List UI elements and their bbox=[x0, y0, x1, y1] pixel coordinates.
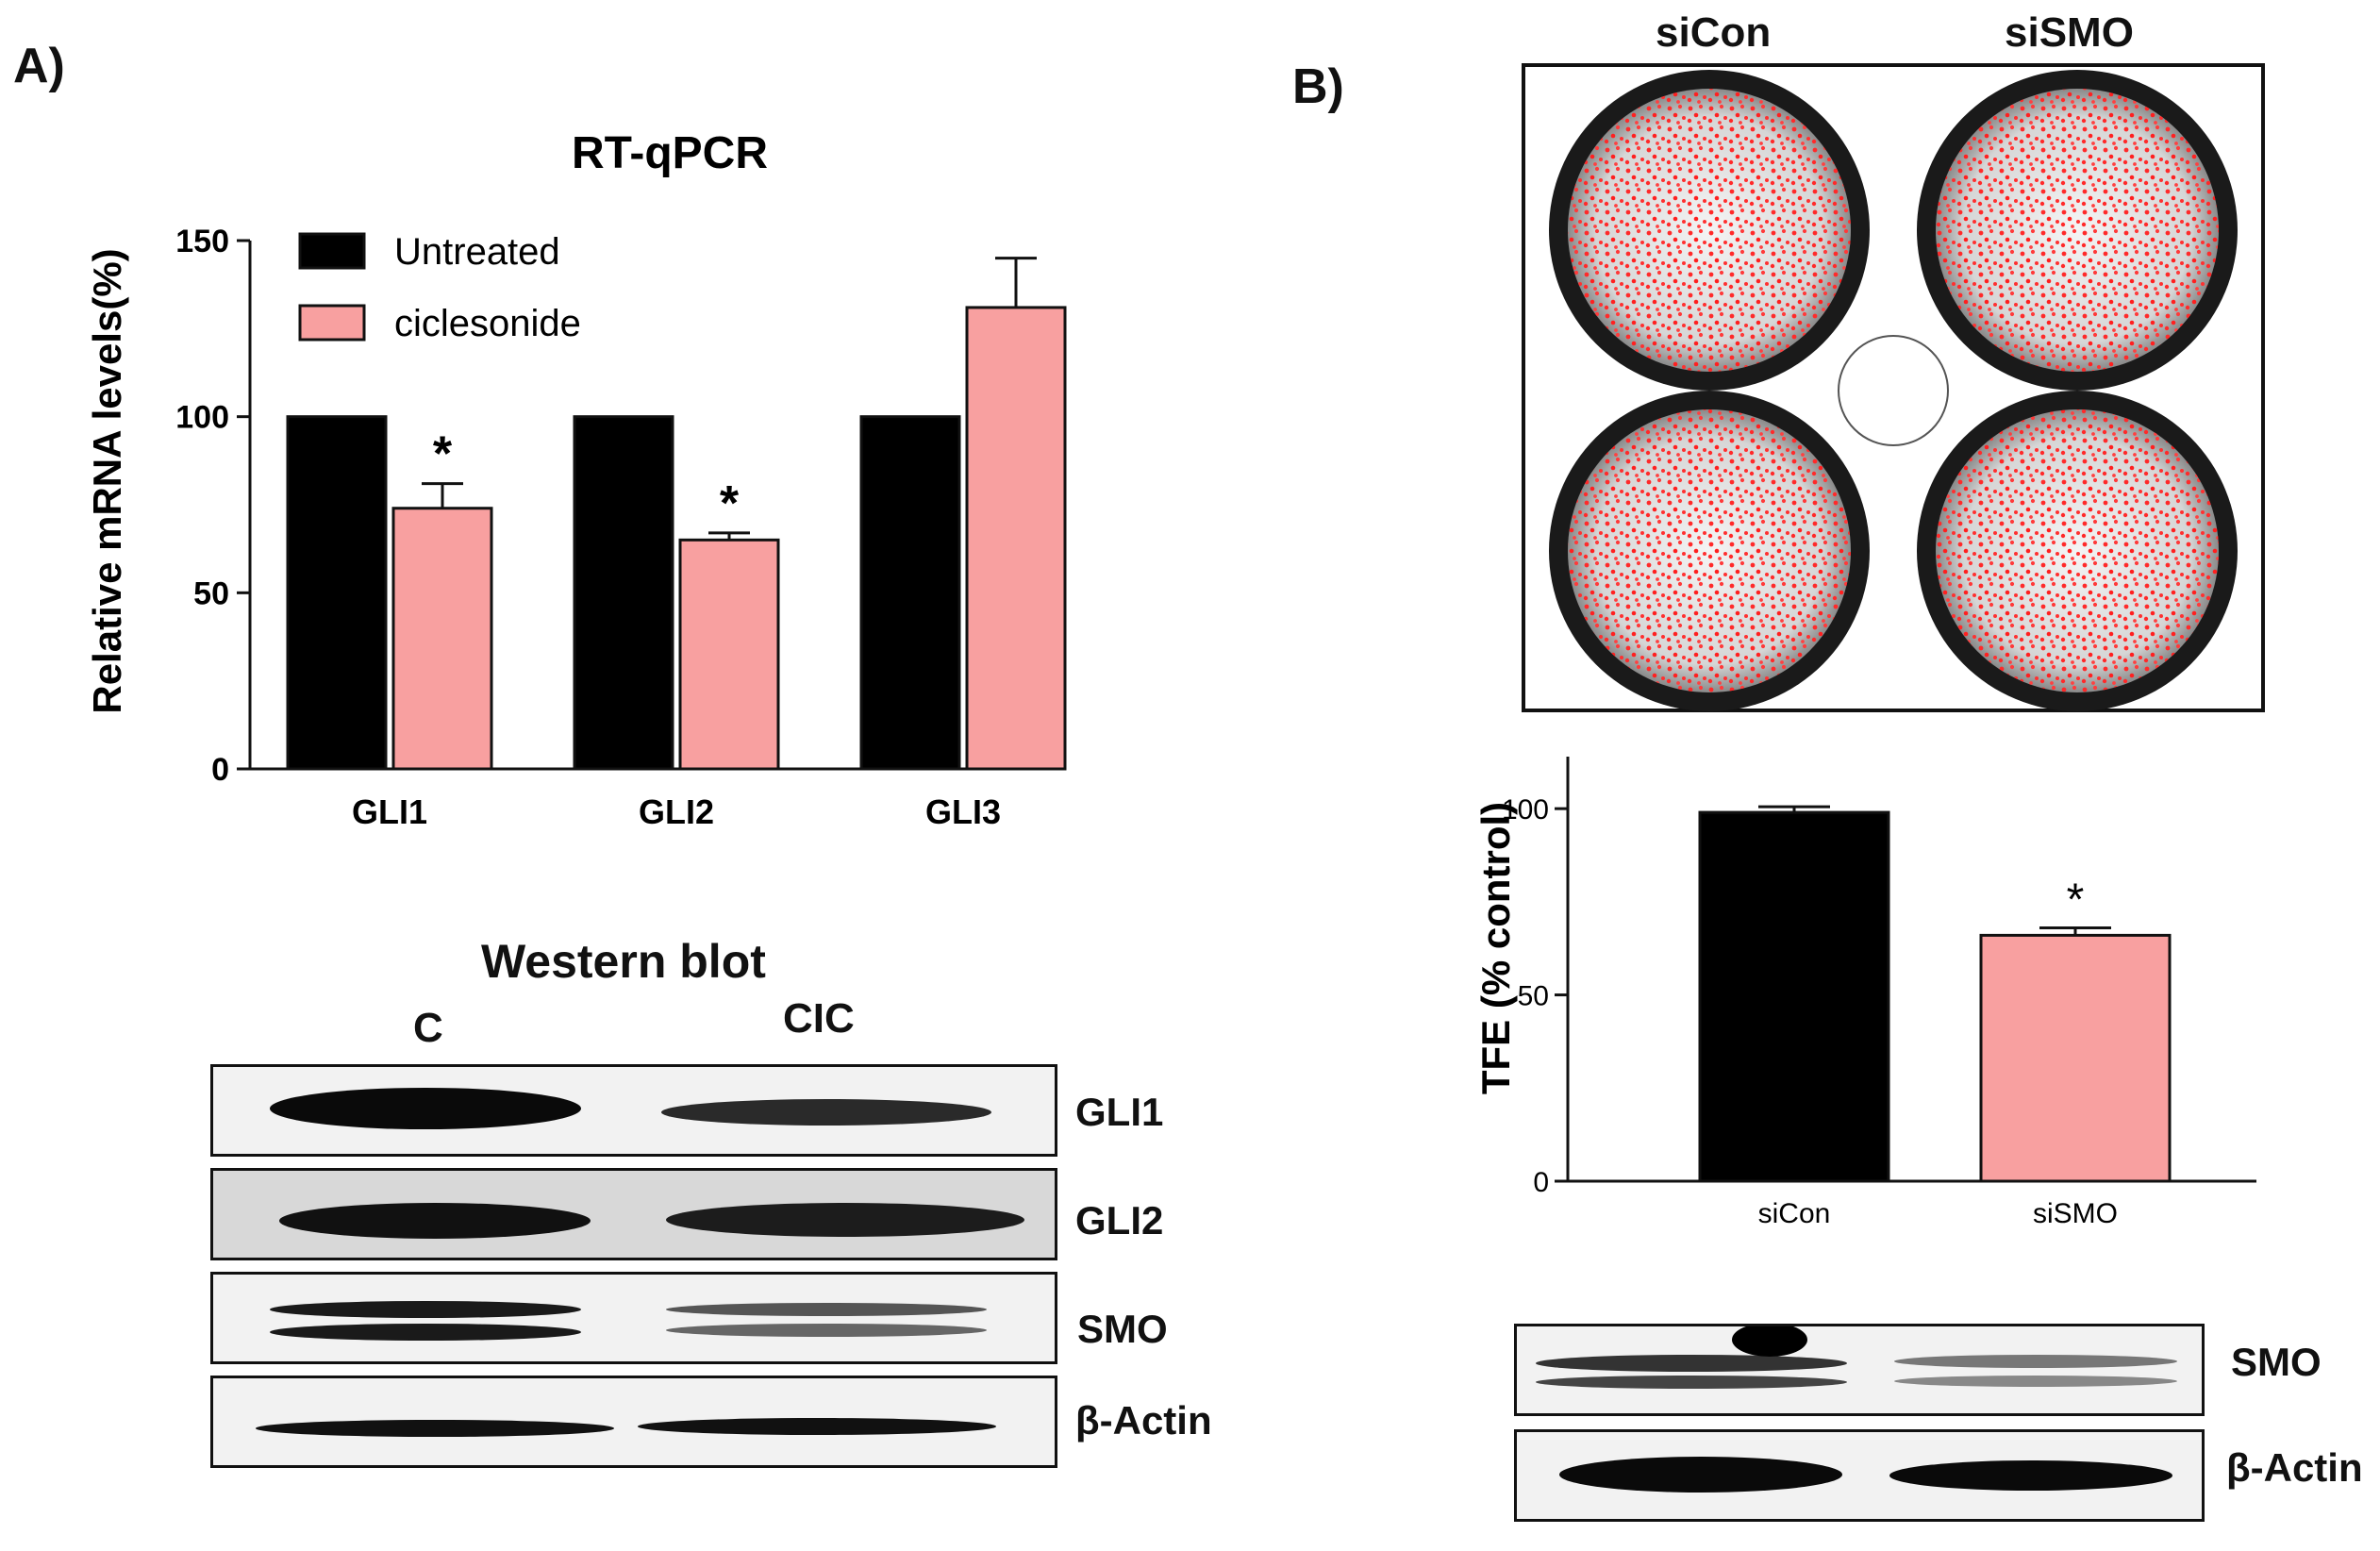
panel-a-label: A) bbox=[13, 39, 65, 93]
bar-gli3-untreated bbox=[859, 415, 961, 771]
plate-label-sicon: siCon bbox=[1656, 9, 1772, 56]
y-tick-label-50: 50 bbox=[1518, 981, 1549, 1012]
blot-gli1 bbox=[210, 1064, 1057, 1157]
band-smo-cic-lower bbox=[666, 1324, 987, 1337]
blot-label-smo: SMO bbox=[1077, 1307, 1168, 1351]
blot-label-gli1: GLI1 bbox=[1075, 1090, 1164, 1134]
bar-gli2-ciclesonide bbox=[678, 538, 780, 771]
band-actin-a-c bbox=[256, 1420, 614, 1437]
x-tick-label-gli3: GLI3 bbox=[925, 792, 1001, 831]
x-tick-label-sismo: siSMO bbox=[2033, 1198, 2118, 1229]
tfe-chart: TFE (% control) 0 50 100 siCon siSMO * bbox=[1473, 757, 2256, 1229]
band-gli2-c bbox=[279, 1203, 591, 1239]
y-tick-label-50: 50 bbox=[193, 575, 229, 611]
rtqpcr-title: RT-qPCR bbox=[572, 128, 768, 178]
blot-label-actin-b: β-Actin bbox=[2226, 1445, 2363, 1490]
blot-actin-a bbox=[210, 1376, 1057, 1468]
band-smo-c-upper bbox=[270, 1301, 581, 1318]
rtqpcr-ylabel: Relative mRNA levels(%) bbox=[85, 248, 129, 713]
y-tick-label-100: 100 bbox=[1502, 794, 1549, 826]
bar-gli2-untreated bbox=[573, 415, 674, 771]
band-smo-b-sicon bbox=[1536, 1355, 1847, 1372]
x-tick-label-sicon: siCon bbox=[1758, 1198, 1831, 1229]
significance-star-gli1: * bbox=[433, 427, 453, 482]
legend-label-ciclesonide: ciclesonide bbox=[394, 303, 581, 344]
bar-gli3-ciclesonide bbox=[965, 306, 1067, 771]
legend-swatch-untreated bbox=[298, 232, 366, 270]
band-gli2-cic bbox=[666, 1203, 1024, 1237]
y-tick-label-150: 150 bbox=[175, 224, 229, 259]
y-tick-label-100: 100 bbox=[175, 400, 229, 436]
band-actin-b-sicon bbox=[1559, 1457, 1842, 1493]
blot-label-smo-b: SMO bbox=[2231, 1340, 2322, 1384]
band-smo-c-lower bbox=[270, 1324, 581, 1341]
band-smo-b-sismo-lower bbox=[1894, 1376, 2177, 1387]
blot-label-gli2: GLI2 bbox=[1075, 1198, 1164, 1242]
x-tick-label-gli1: GLI1 bbox=[352, 792, 427, 831]
lane-label-cic: CIC bbox=[783, 995, 855, 1042]
band-gli1-cic bbox=[661, 1099, 991, 1126]
legend-swatch-ciclesonide bbox=[298, 304, 366, 342]
plate-label-sismo: siSMO bbox=[2005, 9, 2134, 56]
band-smo-b-sismo bbox=[1894, 1355, 2177, 1368]
band-gli1-c bbox=[270, 1088, 581, 1129]
band-smo-b-blob bbox=[1732, 1326, 1807, 1357]
western-blot-title: Western blot bbox=[481, 935, 766, 988]
y-tick-label-0: 0 bbox=[211, 752, 229, 788]
rtqpcr-chart: RT-qPCR Relative mRNA levels(%) 0 50 100 15… bbox=[85, 128, 1067, 831]
bar-sismo bbox=[1979, 933, 2172, 1183]
blot-smo bbox=[210, 1272, 1057, 1364]
significance-star-gli2: * bbox=[720, 476, 740, 531]
legend-label-untreated: Untreated bbox=[394, 231, 560, 273]
colony-plate-image bbox=[1522, 63, 2265, 712]
band-smo-b-sicon-lower bbox=[1536, 1376, 1847, 1389]
blot-label-actin-a: β-Actin bbox=[1075, 1398, 1212, 1443]
bar-gli1-ciclesonide bbox=[391, 507, 493, 771]
x-tick-label-gli2: GLI2 bbox=[639, 792, 714, 831]
tfe-ylabel: TFE (% control) bbox=[1473, 802, 1518, 1094]
band-actin-b-sismo bbox=[1889, 1460, 2172, 1491]
significance-star-sismo: * bbox=[2067, 875, 2085, 925]
band-smo-cic-upper bbox=[666, 1303, 987, 1316]
blot-gli2 bbox=[210, 1168, 1057, 1260]
panel-b-label: B) bbox=[1292, 59, 1344, 114]
band-actin-a-cic bbox=[638, 1418, 996, 1435]
lane-label-c: C bbox=[413, 1005, 443, 1051]
bar-sicon bbox=[1698, 810, 1890, 1183]
blot-actin-b bbox=[1514, 1429, 2205, 1522]
y-tick-label-0: 0 bbox=[1533, 1167, 1549, 1198]
bar-gli1-untreated bbox=[286, 415, 388, 771]
blot-smo-b bbox=[1514, 1324, 2205, 1416]
